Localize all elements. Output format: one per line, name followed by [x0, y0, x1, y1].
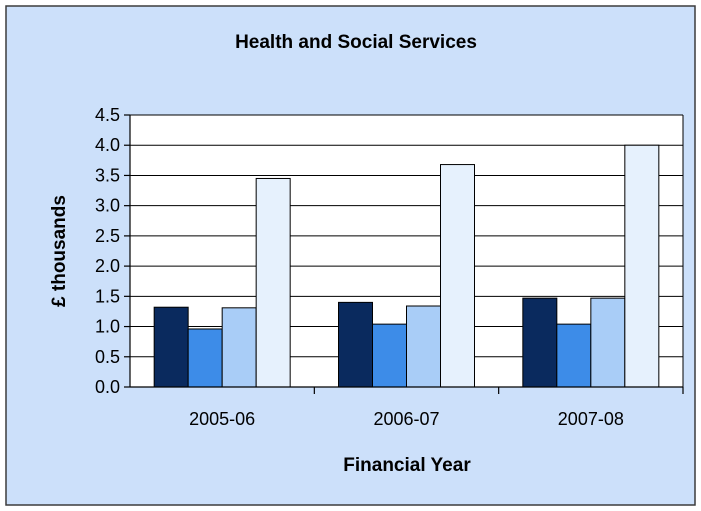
- y-tick-label: 0.0: [95, 377, 120, 397]
- bar-2007-08-s3: [590, 297, 626, 388]
- bars: [153, 144, 660, 388]
- bar-2007-08-s2: [556, 323, 592, 388]
- x-axis-label: Financial Year: [343, 455, 471, 476]
- bar-2005-06-s4: [255, 177, 291, 388]
- y-axis-label: £ thousands: [49, 195, 70, 307]
- bar-2006-07-s4: [440, 164, 475, 388]
- bar-2007-08-s1: [522, 297, 558, 388]
- y-tick-label: 1.0: [95, 317, 120, 337]
- bar-2005-06-s3: [221, 307, 257, 388]
- bar-2005-06-s1: [153, 306, 189, 388]
- y-tick-label: 4.5: [95, 105, 120, 125]
- y-tick-label: 1.5: [95, 286, 120, 306]
- x-ticks: 2005-06 2006-07 2007-08: [189, 387, 684, 429]
- gridlines: [130, 114, 684, 387]
- bar-2005-06-s2: [187, 328, 223, 388]
- bar-2006-07-s3: [406, 305, 441, 388]
- chart-title: Health and Social Services: [235, 32, 477, 53]
- x-tick-label: 2007-08: [558, 409, 624, 429]
- y-tick-label: 0.5: [95, 347, 120, 367]
- y-tick-label: 2.5: [95, 226, 120, 246]
- x-tick-label: 2006-07: [373, 409, 439, 429]
- bar-2006-07-s1: [338, 301, 373, 388]
- bar-2006-07-s2: [372, 323, 407, 388]
- bar-2007-08-s4: [624, 144, 660, 388]
- y-tick-label: 4.0: [95, 135, 120, 155]
- y-tick-label: 2.0: [95, 256, 120, 276]
- y-tick-label: 3.5: [95, 165, 120, 185]
- y-tick-label: 3.0: [95, 196, 120, 216]
- x-tick-label: 2005-06: [189, 409, 255, 429]
- y-ticks: 0.0 0.5 1.0 1.5 2.0 2.5 3.0 3.5 4.0 4.5: [95, 105, 130, 397]
